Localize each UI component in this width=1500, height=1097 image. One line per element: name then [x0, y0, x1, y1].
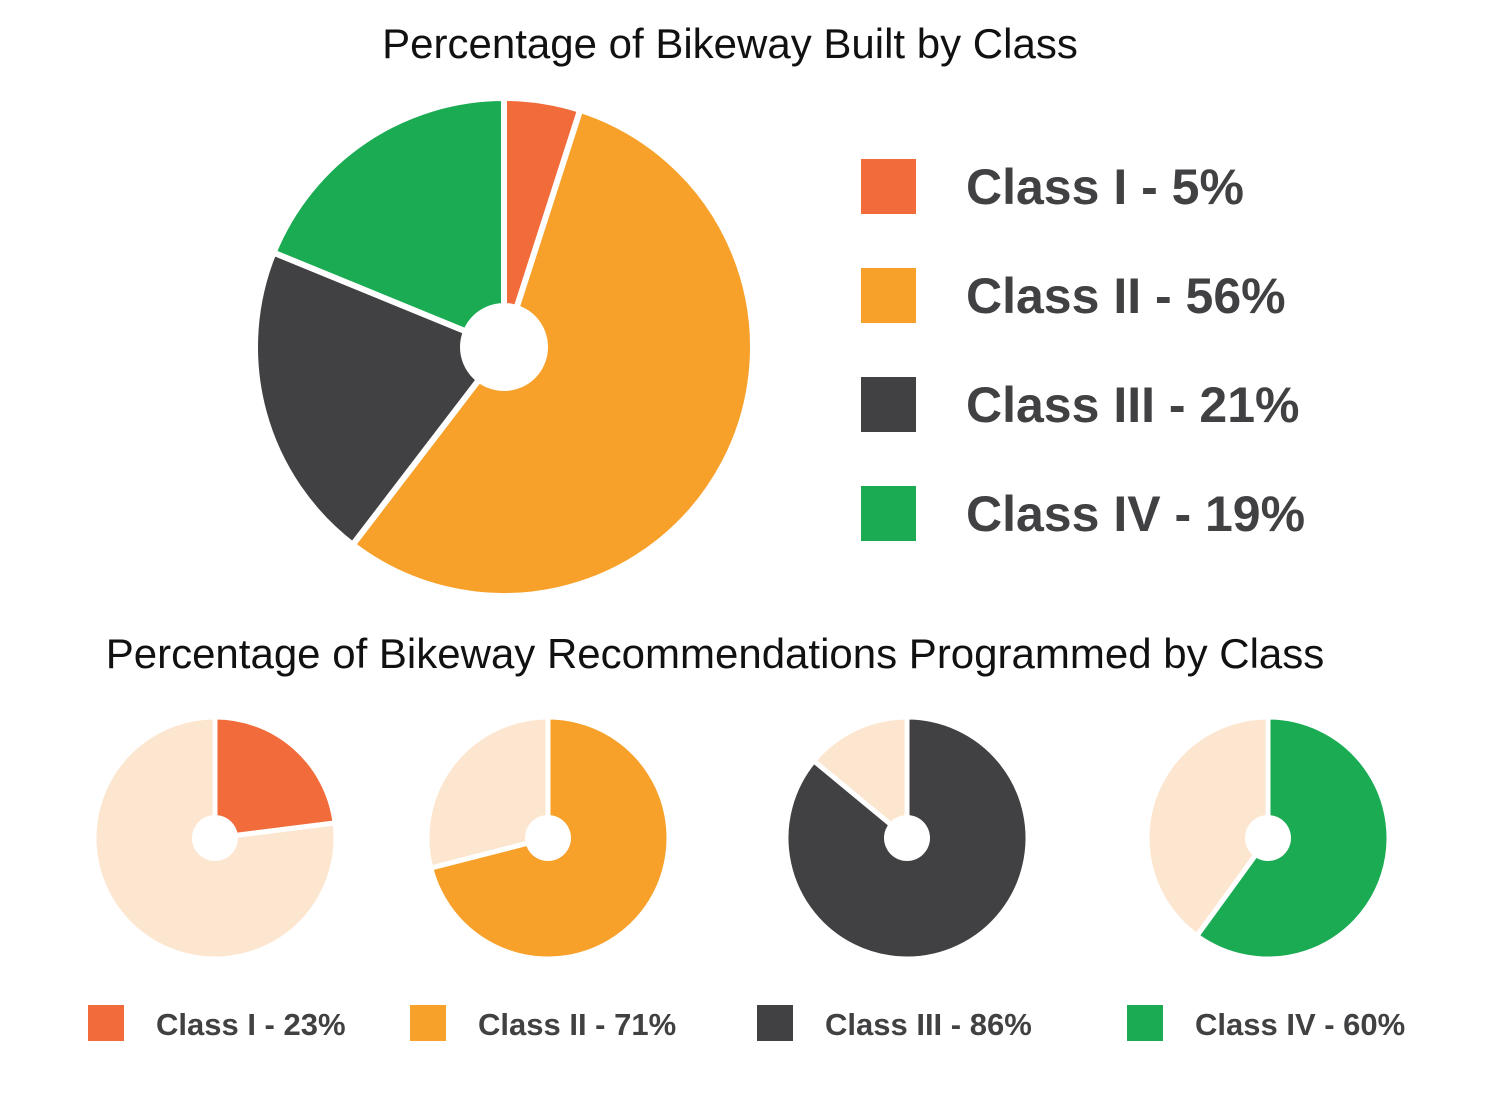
pie-chart-class-iii — [783, 714, 1031, 962]
legend-swatch-class-iv — [1127, 1005, 1163, 1041]
legend-label-class-iii: Class III - 86% — [825, 1007, 1032, 1042]
pie-slice-remaining-class-iii — [810, 714, 910, 844]
legend-label-class-iv: Class IV - 19% — [966, 486, 1305, 542]
programmed-chart-title: Percentage of Bikeway Recommendations Pr… — [106, 630, 1325, 677]
pie-slice-class-iv — [269, 94, 507, 352]
pie-center-hole — [460, 303, 548, 391]
pie-chart-class-i — [91, 714, 339, 962]
pie-center-hole — [884, 815, 930, 861]
pie-slice-class-ii — [348, 106, 756, 599]
legend-swatch-class-iii — [861, 377, 916, 432]
legend-swatch-class-i — [861, 159, 916, 214]
legend-label-class-ii: Class II - 71% — [478, 1007, 676, 1042]
legend-label-class-ii: Class II - 56% — [966, 268, 1286, 324]
pie-center-hole — [192, 815, 238, 861]
legend-label-class-iii: Class III - 21% — [966, 377, 1300, 433]
pie-slice-class-iii — [252, 248, 509, 549]
pie-slice-remaining-class-iv — [1144, 714, 1271, 940]
legend-label-class-i: Class I - 5% — [966, 159, 1244, 215]
legend-label-class-iv: Class IV - 60% — [1195, 1007, 1405, 1042]
legend-swatch-class-ii — [410, 1005, 446, 1041]
pie-center-hole — [1245, 815, 1291, 861]
legend-swatch-class-ii — [861, 268, 916, 323]
programmed-legend: Class I - 23% Class II - 71% Class III - 8… — [88, 1005, 1405, 1042]
built-chart-title: Percentage of Bikeway Built by Class — [382, 20, 1078, 67]
pie-slice-programmed-class-iv — [1193, 714, 1392, 962]
pie-slice-programmed-class-i — [212, 714, 338, 841]
pie-chart-class-ii — [424, 714, 672, 962]
pie-chart-class-iv — [1144, 714, 1392, 962]
programmed-pie-charts — [91, 714, 1392, 962]
built-pie-chart — [252, 94, 756, 599]
legend-swatch-class-iii — [757, 1005, 793, 1041]
legend-label-class-i: Class I - 23% — [156, 1007, 346, 1042]
legend-swatch-class-iv — [861, 486, 916, 541]
pie-slice-remaining-class-ii — [424, 714, 551, 872]
built-legend: Class I - 5% Class II - 56% Class III - 21… — [861, 159, 1305, 542]
legend-swatch-class-i — [88, 1005, 124, 1041]
pie-center-hole — [525, 815, 571, 861]
